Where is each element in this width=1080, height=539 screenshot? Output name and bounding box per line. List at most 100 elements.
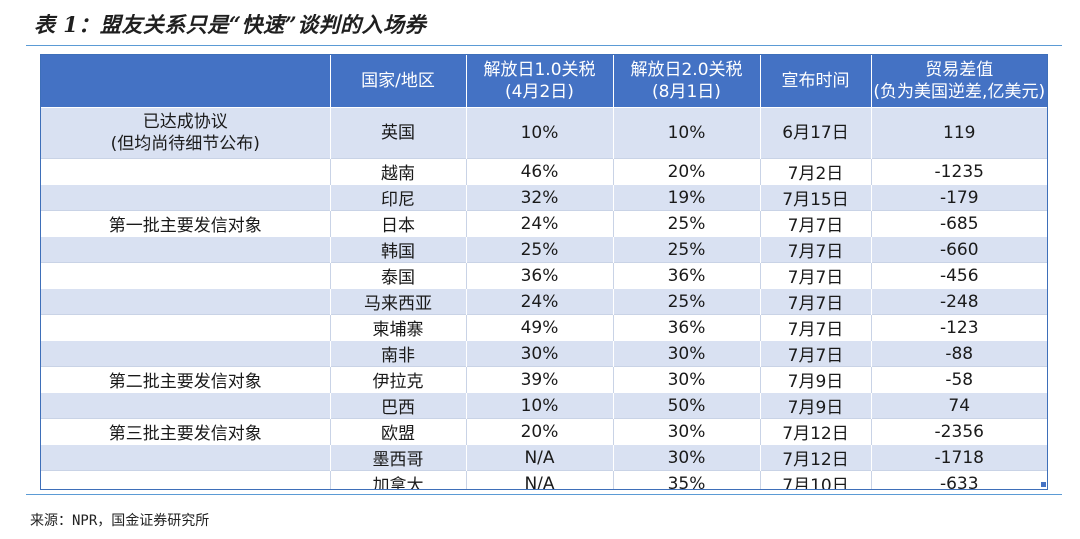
- cell-tariff-1: 36%: [465, 262, 613, 289]
- cell-date: 7月7日: [759, 314, 871, 341]
- group-cell: [41, 470, 330, 489]
- cell-country: 欧盟: [329, 418, 466, 445]
- cell-date: 6月17日: [759, 107, 871, 159]
- cell-tariff-2: 30%: [612, 366, 760, 393]
- cell-country: 墨西哥: [329, 444, 466, 471]
- cell-date: 7月15日: [759, 184, 871, 211]
- table-row: 墨西哥 N/A 30% 7月12日 -1718: [41, 444, 1047, 471]
- table-row: 马来西亚 24% 25% 7月7日 -248: [41, 288, 1047, 315]
- cell-country: 马来西亚: [329, 288, 466, 315]
- table-row: 加拿大 N/A 35% 7月10日 -633: [41, 470, 1047, 489]
- header-date: 宣布时间: [759, 55, 871, 108]
- group-label-agreements: 已达成协议 (但均尚待细节公布): [41, 107, 330, 159]
- table-row: 印尼 32% 19% 7月15日 -179: [41, 184, 1047, 211]
- cell-balance: -179: [870, 184, 1047, 211]
- cell-country: 英国: [329, 107, 466, 159]
- table-row: 已达成协议 (但均尚待细节公布) 英国 10% 10% 6月17日 119: [41, 107, 1047, 159]
- cell-country: 印尼: [329, 184, 466, 211]
- cell-date: 7月2日: [759, 158, 871, 185]
- cell-tariff-2: 50%: [612, 392, 760, 419]
- cell-tariff-1: 24%: [465, 210, 613, 237]
- cell-balance: -660: [870, 236, 1047, 263]
- cell-country: 越南: [329, 158, 466, 185]
- bottom-divider: [26, 494, 1062, 495]
- cell-tariff-1: 30%: [465, 340, 613, 367]
- cell-date: 7月12日: [759, 418, 871, 445]
- header-row: 国家/地区 解放日1.0关税 (4月2日) 解放日2.0关税 (8月1日) 宣布时间…: [41, 55, 1047, 108]
- cell-tariff-1: 25%: [465, 236, 613, 263]
- cell-tariff-2: 30%: [612, 340, 760, 367]
- table-row: 柬埔寨 49% 36% 7月7日 -123: [41, 314, 1047, 341]
- cell-country: 柬埔寨: [329, 314, 466, 341]
- group-cell: [41, 262, 330, 289]
- cell-date: 7月9日: [759, 366, 871, 393]
- cell-tariff-1: 10%: [465, 107, 613, 159]
- cell-date: 7月7日: [759, 236, 871, 263]
- cell-country: 日本: [329, 210, 466, 237]
- cell-country: 南非: [329, 340, 466, 367]
- table-row: 韩国 25% 25% 7月7日 -660: [41, 236, 1047, 263]
- cell-date: 7月7日: [759, 262, 871, 289]
- header-tariff-2: 解放日2.0关税 (8月1日): [612, 55, 760, 108]
- cell-tariff-2: 30%: [612, 418, 760, 445]
- cell-balance: -58: [870, 366, 1047, 393]
- group-cell: [41, 340, 330, 367]
- table-row: 第一批主要发信对象 日本 24% 25% 7月7日 -685: [41, 210, 1047, 237]
- cell-balance: -2356: [870, 418, 1047, 445]
- table-title: 表 1：盟友关系只是“快速”谈判的入场券: [34, 12, 427, 37]
- table-row: 南非 30% 30% 7月7日 -88: [41, 340, 1047, 367]
- table-row: 泰国 36% 36% 7月7日 -456: [41, 262, 1047, 289]
- cell-balance: -123: [870, 314, 1047, 341]
- cell-tariff-2: 25%: [612, 210, 760, 237]
- cell-date: 7月9日: [759, 392, 871, 419]
- table-row: 第三批主要发信对象 欧盟 20% 30% 7月12日 -2356: [41, 418, 1047, 445]
- cell-balance: 74: [870, 392, 1047, 419]
- cell-date: 7月7日: [759, 210, 871, 237]
- cell-balance: 119: [870, 107, 1047, 159]
- table-row: 越南 46% 20% 7月2日 -1235: [41, 158, 1047, 185]
- cell-tariff-2: 35%: [612, 470, 760, 489]
- cell-tariff-1: 32%: [465, 184, 613, 211]
- cell-tariff-1: 49%: [465, 314, 613, 341]
- cell-tariff-1: 20%: [465, 418, 613, 445]
- cell-date: 7月7日: [759, 340, 871, 367]
- cell-country: 韩国: [329, 236, 466, 263]
- table-row: 第二批主要发信对象 伊拉克 39% 30% 7月9日 -58: [41, 366, 1047, 393]
- header-country: 国家/地区: [329, 55, 466, 108]
- cell-tariff-2: 19%: [612, 184, 760, 211]
- cell-balance: -1235: [870, 158, 1047, 185]
- cell-tariff-2: 30%: [612, 444, 760, 471]
- tariff-table: 国家/地区 解放日1.0关税 (4月2日) 解放日2.0关税 (8月1日) 宣布时间…: [40, 54, 1048, 490]
- cell-tariff-1: 10%: [465, 392, 613, 419]
- cell-tariff-1: N/A: [465, 444, 613, 471]
- cell-balance: -685: [870, 210, 1047, 237]
- header-balance: 贸易差值 (负为美国逆差,亿美元): [870, 55, 1047, 108]
- group-label-first-batch: 第一批主要发信对象: [41, 210, 330, 237]
- group-cell: [41, 184, 330, 211]
- cell-tariff-1: 46%: [465, 158, 613, 185]
- cell-tariff-2: 10%: [612, 107, 760, 159]
- cell-country: 泰国: [329, 262, 466, 289]
- header-tariff-1: 解放日1.0关税 (4月2日): [465, 55, 613, 108]
- group-cell: [41, 158, 330, 185]
- group-cell: [41, 236, 330, 263]
- top-divider: [26, 45, 1062, 46]
- resize-corner-icon: [1041, 482, 1046, 487]
- cell-tariff-2: 20%: [612, 158, 760, 185]
- cell-balance: -456: [870, 262, 1047, 289]
- cell-date: 7月10日: [759, 470, 871, 489]
- group-cell: [41, 392, 330, 419]
- group-cell: [41, 444, 330, 471]
- cell-tariff-2: 36%: [612, 262, 760, 289]
- table-row: 巴西 10% 50% 7月9日 74: [41, 392, 1047, 419]
- cell-tariff-1: N/A: [465, 470, 613, 489]
- cell-tariff-2: 36%: [612, 314, 760, 341]
- cell-tariff-1: 39%: [465, 366, 613, 393]
- source-note: 来源：NPR，国金证券研究所: [30, 513, 210, 529]
- cell-date: 7月7日: [759, 288, 871, 315]
- group-label-third-batch: 第三批主要发信对象: [41, 418, 330, 445]
- tariff-table-grid: 国家/地区 解放日1.0关税 (4月2日) 解放日2.0关税 (8月1日) 宣布时间…: [41, 55, 1047, 489]
- header-group: [41, 55, 330, 108]
- cell-country: 伊拉克: [329, 366, 466, 393]
- group-cell: [41, 288, 330, 315]
